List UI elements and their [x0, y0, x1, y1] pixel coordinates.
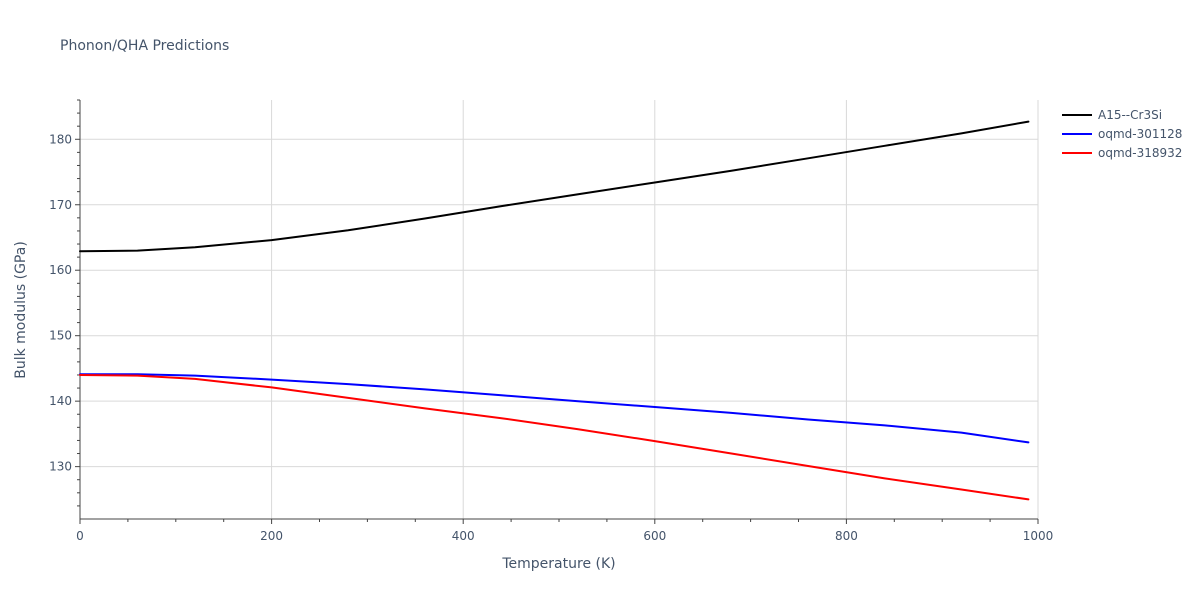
series-line-oqmd-318932[interactable]	[79, 374, 1030, 501]
x-tick-label: 200	[260, 529, 283, 543]
legend-label-1: oqmd-301128	[1098, 127, 1182, 141]
y-tick-label: 150	[49, 329, 72, 343]
x-tick-label: 800	[835, 529, 858, 543]
legend: A15--Cr3Si oqmd-301128 oqmd-318932	[1062, 108, 1182, 160]
legend-item-oqmd-318932[interactable]: oqmd-318932	[1062, 146, 1182, 160]
legend-label-2: oqmd-318932	[1098, 146, 1182, 160]
x-axis-ticks: 0 200 400 600 800 1000	[76, 529, 1053, 543]
y-tick-label: 170	[49, 198, 72, 212]
x-tick-label: 1000	[1023, 529, 1054, 543]
x-axis-label: Temperature (K)	[501, 556, 615, 572]
series-line-a15-cr3si[interactable]	[79, 120, 1030, 253]
y-axis-ticks: 130 140 150 160 170 180	[49, 132, 72, 473]
y-tick-label: 160	[49, 263, 72, 277]
y-tick-label: 130	[49, 460, 72, 474]
legend-label-0: A15--Cr3Si	[1098, 108, 1162, 122]
plot-area	[79, 120, 1030, 501]
axes	[75, 99, 1039, 524]
legend-item-oqmd-301128[interactable]: oqmd-301128	[1062, 127, 1182, 141]
y-axis-label: Bulk modulus (GPa)	[13, 241, 29, 379]
y-tick-label: 180	[49, 132, 72, 146]
legend-item-a15-cr3si[interactable]: A15--Cr3Si	[1062, 108, 1162, 122]
x-tick-label: 400	[452, 529, 475, 543]
y-tick-label: 140	[49, 394, 72, 408]
x-tick-label: 0	[76, 529, 84, 543]
x-tick-label: 600	[643, 529, 666, 543]
grid	[80, 100, 1039, 519]
series-line-oqmd-301128[interactable]	[79, 373, 1030, 444]
chart-title: Phonon/QHA Predictions	[60, 38, 229, 54]
